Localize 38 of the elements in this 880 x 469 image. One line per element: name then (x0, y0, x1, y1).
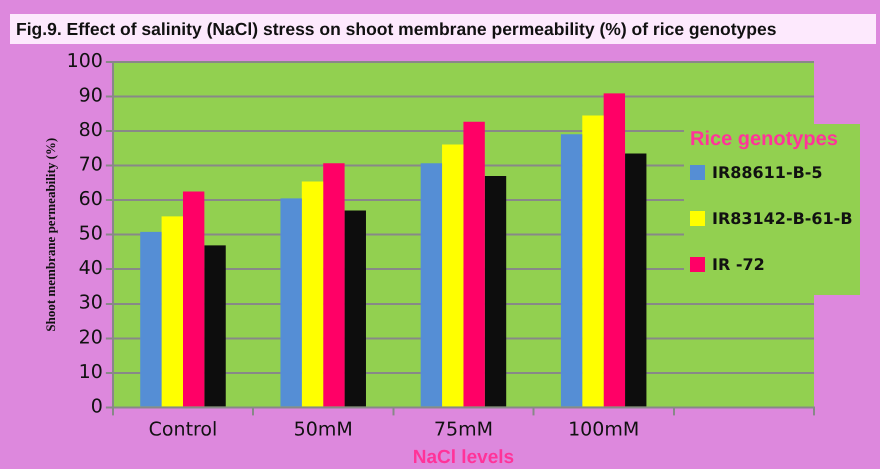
y-tick-label: 50 (78, 222, 103, 245)
legend-label: IR -72 (712, 254, 765, 276)
bar (560, 134, 582, 406)
legend-label: IR88611-B-5 (712, 162, 823, 184)
bar (604, 93, 626, 406)
y-tick-label: 30 (78, 292, 103, 314)
y-tick-label: 80 (78, 119, 103, 142)
bar (162, 216, 183, 406)
bar (420, 163, 442, 406)
y-tick-label: 40 (78, 257, 103, 280)
x-tick-label: 100mM (568, 418, 640, 441)
bar (323, 163, 345, 406)
y-tick-label: 70 (78, 154, 103, 176)
bar (140, 232, 162, 406)
y-tick-label: 90 (78, 84, 103, 106)
bar (344, 210, 366, 406)
bar (582, 116, 604, 406)
bar (204, 245, 226, 406)
chart-title: Fig.9. Effect of salinity (NaCl) stress on shoot membrane permeability (%) of rice genotypes (10, 14, 876, 44)
x-tick-label: Control (148, 418, 218, 441)
bar (302, 182, 324, 406)
bar (625, 154, 646, 406)
bar (280, 198, 302, 406)
y-axis-title: Shoot membrane permeability (%) (43, 138, 58, 332)
legend-label: IR83142-B-61-B (712, 208, 853, 230)
bar (442, 144, 464, 406)
x-tick-label: 50mM (294, 418, 353, 441)
x-axis-title: NaCl levels (412, 446, 514, 468)
y-tick-label: 20 (78, 326, 103, 348)
y-tick-label: 10 (78, 360, 103, 383)
y-tick-label: 0 (90, 395, 103, 418)
bar (182, 192, 204, 406)
legend-title: Rice genotypes (690, 128, 839, 151)
y-tick-label: 60 (78, 188, 103, 210)
bar (463, 122, 485, 406)
x-tick-label: 75mM (434, 418, 493, 441)
y-tick-label: 100 (66, 50, 103, 72)
bar (484, 176, 506, 406)
